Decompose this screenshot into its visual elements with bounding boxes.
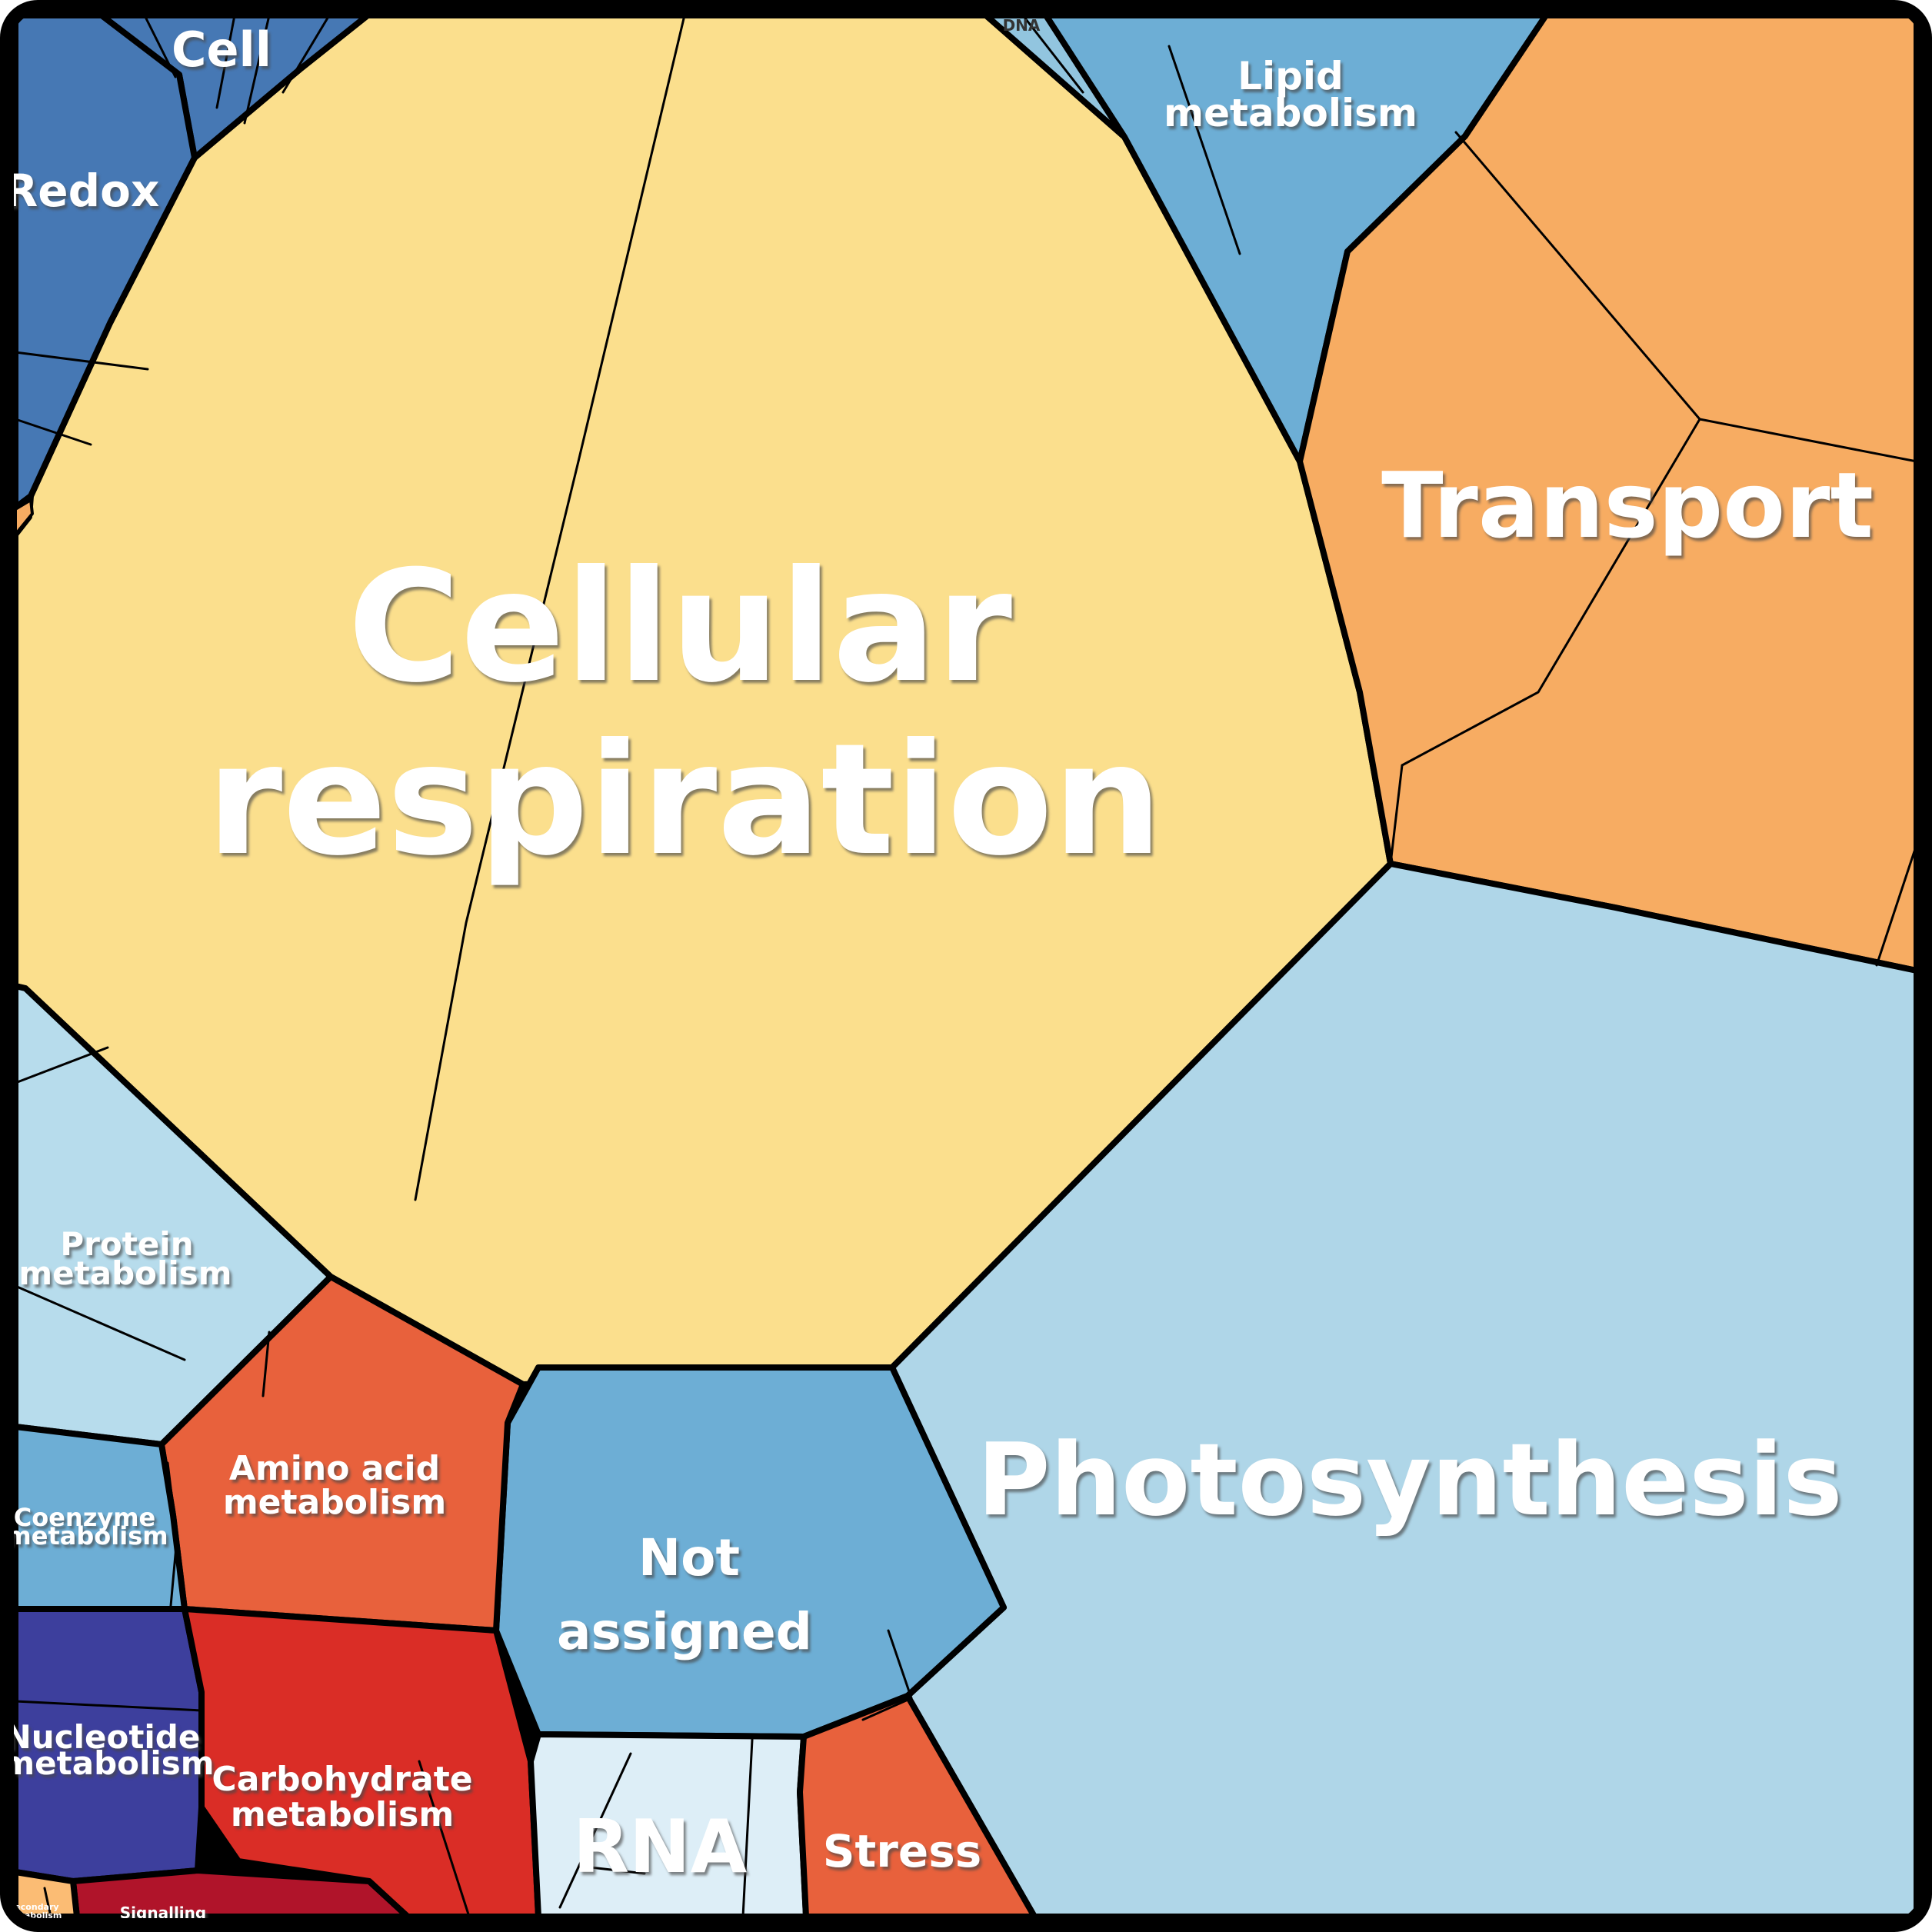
subcell-line-carbohydrate-metabolism — [418, 1760, 471, 1918]
label-photosynthesis: Photosynthesis — [977, 1421, 1842, 1538]
subcell-line-protein-metabolism — [14, 1046, 109, 1084]
cell-coenzyme-metabolism[interactable] — [12, 1424, 188, 1612]
label-coenzyme-metabolism: Coenzyme metabolism — [5, 1503, 168, 1551]
label-redox: Redox — [4, 165, 160, 217]
cell-small-left-edge-cell[interactable] — [14, 498, 34, 536]
subcell-line-cell — [143, 14, 177, 78]
subcell-line-dna — [1021, 14, 1084, 94]
cell-transport[interactable] — [1297, 12, 1920, 974]
subcell-line-coenzyme-metabolism — [166, 1461, 178, 1607]
label-transport: Transport — [1381, 452, 1874, 558]
subcell-line-amino-acid-metabolism — [261, 1331, 271, 1397]
label-lipid-metabolism: Lipid metabolism — [1164, 54, 1417, 135]
subcell-line-not-assigned — [861, 1697, 913, 1721]
label-amino-acid-metabolism: Amino acid metabolism — [223, 1449, 446, 1522]
subcell-line-redox — [14, 418, 92, 446]
subcell-lines — [14, 14, 1918, 1918]
subcell-line-rna — [558, 1752, 632, 1909]
label-nucleotide-metabolism: Nucleotide metabolism — [1, 1718, 214, 1782]
subcell-line-cell — [215, 14, 236, 109]
label-dna: DNA — [1003, 16, 1041, 35]
label-cellular-respiration: Cellular respiration — [207, 538, 1163, 890]
subcell-line-transport — [1389, 764, 1404, 865]
cell-redox[interactable] — [12, 12, 198, 511]
subcell-line-not-assigned — [887, 1629, 913, 1700]
subcell-line-nucleotide-metabolism — [14, 1700, 203, 1712]
subcell-line-lipid-metabolism — [1168, 45, 1241, 255]
subcell-line-cellular-respiration — [414, 14, 686, 1201]
subcell-line-transport — [1875, 843, 1918, 967]
cell-stress[interactable] — [797, 1693, 1038, 1920]
subcell-line-cell — [281, 14, 331, 94]
label-carbohydrate-metabolism: Carbohydrate metabolism — [212, 1760, 472, 1834]
label-protein-metabolism: Protein metabolism — [18, 1225, 232, 1292]
subcell-line-photosynthesis — [941, 1750, 1036, 1918]
label-not-assigned: Not assigned — [557, 1528, 812, 1661]
label-stress: Stress — [823, 1825, 981, 1877]
label-rna: RNA — [573, 1805, 748, 1890]
subcell-line-rna — [741, 1738, 754, 1918]
subcell-line-transport — [1454, 131, 1701, 421]
subcell-line-rna — [589, 1866, 646, 1875]
label-cell: Cell — [172, 22, 271, 78]
subcell-line-protein-metabolism — [14, 1284, 186, 1361]
subcell-line-transport — [1401, 418, 1701, 767]
subcell-line-redox — [14, 351, 149, 371]
subcell-line-transport — [1698, 418, 1918, 463]
subcell-line-cell — [243, 14, 271, 125]
subcell-line-secondary-metabolism — [43, 1887, 52, 1918]
